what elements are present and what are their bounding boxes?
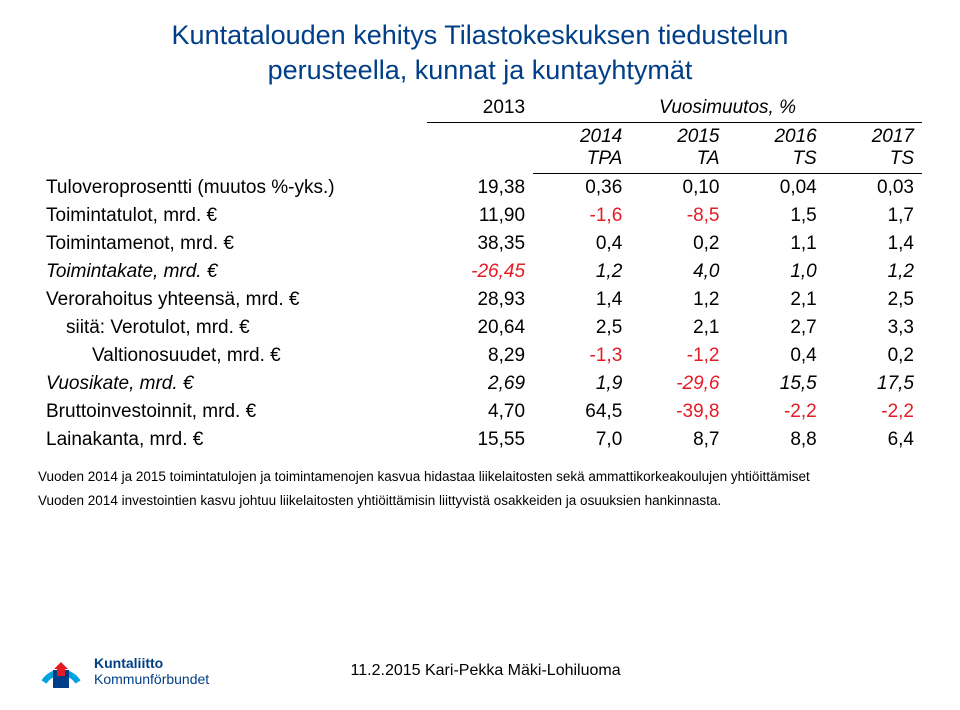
- row-label: Valtionosuudet, mrd. €: [38, 342, 427, 370]
- cell-value: -1,2: [630, 342, 727, 370]
- data-table: 2013 Vuosimuutos, % 2014TPA 2015TA 2016T…: [38, 94, 922, 454]
- cell-value: -2,2: [825, 398, 922, 426]
- cell-value: 4,0: [630, 258, 727, 286]
- col-2015: 2015TA: [630, 123, 727, 174]
- col-blank: [38, 94, 427, 123]
- cell-value: 1,4: [825, 230, 922, 258]
- cell-value: 11,90: [427, 202, 533, 230]
- table-row: siitä: Verotulot, mrd. €20,642,52,12,73,…: [38, 314, 922, 342]
- col-muutos-group: Vuosimuutos, %: [533, 94, 922, 123]
- cell-value: 2,69: [427, 370, 533, 398]
- title-line-1: Kuntatalouden kehitys Tilastokeskuksen t…: [172, 20, 789, 50]
- cell-value: 1,2: [533, 258, 630, 286]
- cell-value: 0,36: [533, 174, 630, 203]
- table-row: Verorahoitus yhteensä, mrd. €28,931,41,2…: [38, 286, 922, 314]
- cell-value: 20,64: [427, 314, 533, 342]
- title-line-2: perusteella, kunnat ja kuntayhtymät: [268, 55, 693, 85]
- footer: Kuntaliitto Kommunförbundet 11.2.2015 Ka…: [38, 644, 922, 698]
- logo-icon: [38, 648, 84, 694]
- cell-value: -29,6: [630, 370, 727, 398]
- cell-value: 1,9: [533, 370, 630, 398]
- cell-value: -8,5: [630, 202, 727, 230]
- footnotes: Vuoden 2014 ja 2015 toimintatulojen ja t…: [38, 468, 922, 510]
- col-2016: 2016TS: [728, 123, 825, 174]
- footer-date: 11.2.2015 Kari-Pekka Mäki-Lohiluoma: [209, 662, 762, 680]
- cell-value: -1,6: [533, 202, 630, 230]
- cell-value: 4,70: [427, 398, 533, 426]
- cell-value: 0,10: [630, 174, 727, 203]
- cell-value: 8,8: [728, 426, 825, 454]
- cell-value: -26,45: [427, 258, 533, 286]
- logo-text: Kuntaliitto Kommunförbundet: [94, 655, 209, 687]
- cell-value: 1,5: [728, 202, 825, 230]
- cell-value: 1,7: [825, 202, 922, 230]
- row-label: Verorahoitus yhteensä, mrd. €: [38, 286, 427, 314]
- cell-value: 6,4: [825, 426, 922, 454]
- cell-value: 8,29: [427, 342, 533, 370]
- col-blank-2: [38, 123, 427, 174]
- table-row: Lainakanta, mrd. €15,557,08,78,86,4: [38, 426, 922, 454]
- cell-value: 2,7: [728, 314, 825, 342]
- cell-value: 8,7: [630, 426, 727, 454]
- logo: Kuntaliitto Kommunförbundet: [38, 648, 209, 694]
- cell-value: 1,2: [825, 258, 922, 286]
- table-row: Tuloveroprosentti (muutos %-yks.)19,380,…: [38, 174, 922, 203]
- cell-value: 15,5: [728, 370, 825, 398]
- row-label: Lainakanta, mrd. €: [38, 426, 427, 454]
- col-2014: 2014TPA: [533, 123, 630, 174]
- row-label: Toimintakate, mrd. €: [38, 258, 427, 286]
- row-label: Tuloveroprosentti (muutos %-yks.): [38, 174, 427, 203]
- table-row: Bruttoinvestoinnit, mrd. €4,7064,5-39,8-…: [38, 398, 922, 426]
- table-row: Toimintatulot, mrd. €11,90-1,6-8,51,51,7: [38, 202, 922, 230]
- cell-value: 0,03: [825, 174, 922, 203]
- cell-value: 0,2: [825, 342, 922, 370]
- logo-line-1: Kuntaliitto: [94, 655, 209, 671]
- cell-value: 2,1: [728, 286, 825, 314]
- col-2013: 2013: [427, 94, 533, 123]
- cell-value: 17,5: [825, 370, 922, 398]
- cell-value: 2,5: [825, 286, 922, 314]
- table-row: Toimintamenot, mrd. €38,350,40,21,11,4: [38, 230, 922, 258]
- cell-value: -1,3: [533, 342, 630, 370]
- cell-value: 38,35: [427, 230, 533, 258]
- row-label: Toimintamenot, mrd. €: [38, 230, 427, 258]
- row-label: Toimintatulot, mrd. €: [38, 202, 427, 230]
- cell-value: 64,5: [533, 398, 630, 426]
- logo-line-2: Kommunförbundet: [94, 671, 209, 687]
- cell-value: 0,4: [533, 230, 630, 258]
- table-row: Vuosikate, mrd. €2,691,9-29,615,517,5: [38, 370, 922, 398]
- cell-value: -2,2: [728, 398, 825, 426]
- cell-value: 3,3: [825, 314, 922, 342]
- cell-value: 0,04: [728, 174, 825, 203]
- cell-value: 1,4: [533, 286, 630, 314]
- row-label: Bruttoinvestoinnit, mrd. €: [38, 398, 427, 426]
- cell-value: 15,55: [427, 426, 533, 454]
- row-label: Vuosikate, mrd. €: [38, 370, 427, 398]
- col-empty-2013: [427, 123, 533, 174]
- cell-value: -39,8: [630, 398, 727, 426]
- cell-value: 0,2: [630, 230, 727, 258]
- cell-value: 1,2: [630, 286, 727, 314]
- cell-value: 2,1: [630, 314, 727, 342]
- table-row: Valtionosuudet, mrd. €8,29-1,3-1,20,40,2: [38, 342, 922, 370]
- footnote-1: Vuoden 2014 ja 2015 toimintatulojen ja t…: [38, 468, 922, 486]
- footnote-2: Vuoden 2014 investointien kasvu johtuu l…: [38, 492, 922, 510]
- cell-value: 19,38: [427, 174, 533, 203]
- table-row: Toimintakate, mrd. €-26,451,24,01,01,2: [38, 258, 922, 286]
- page-title: Kuntatalouden kehitys Tilastokeskuksen t…: [38, 18, 922, 88]
- col-2017: 2017TS: [825, 123, 922, 174]
- cell-value: 28,93: [427, 286, 533, 314]
- cell-value: 0,4: [728, 342, 825, 370]
- cell-value: 2,5: [533, 314, 630, 342]
- cell-value: 1,1: [728, 230, 825, 258]
- cell-value: 7,0: [533, 426, 630, 454]
- cell-value: 1,0: [728, 258, 825, 286]
- row-label: siitä: Verotulot, mrd. €: [38, 314, 427, 342]
